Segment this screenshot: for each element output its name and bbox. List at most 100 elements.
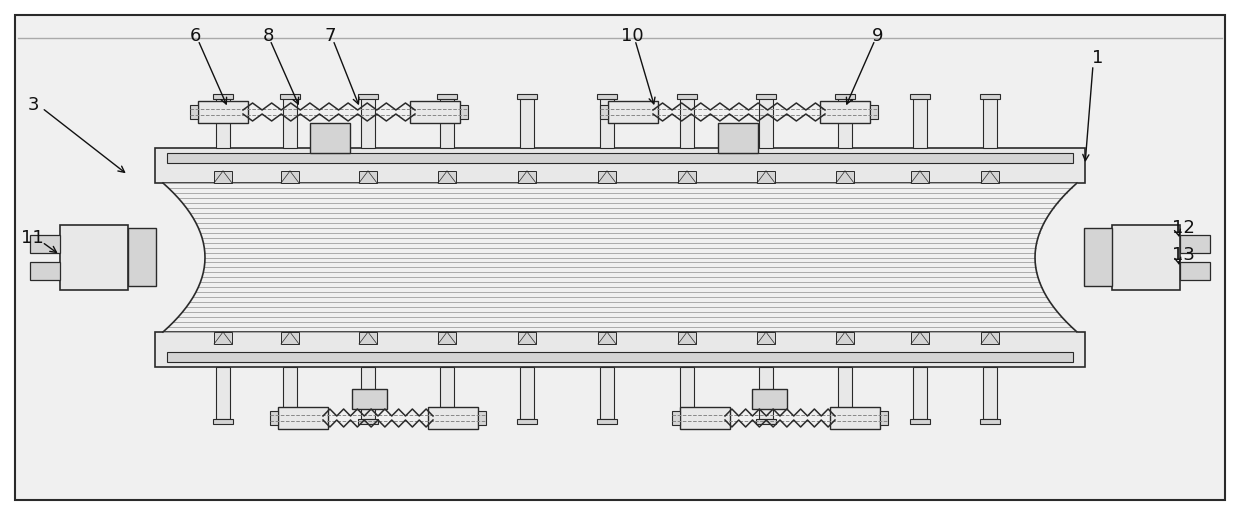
Bar — [216, 367, 229, 419]
Bar — [283, 96, 298, 148]
Bar — [598, 171, 616, 183]
Bar — [838, 96, 852, 148]
Bar — [672, 411, 680, 425]
Bar — [680, 407, 730, 429]
Bar — [198, 101, 248, 123]
Bar — [718, 123, 758, 153]
Bar — [352, 389, 387, 409]
Bar — [310, 123, 350, 153]
Bar — [981, 171, 999, 183]
Bar — [280, 419, 300, 424]
Bar — [598, 332, 616, 344]
Bar — [910, 94, 930, 99]
Bar — [360, 332, 377, 344]
Bar — [911, 332, 929, 344]
Text: 1: 1 — [1092, 49, 1104, 67]
Bar — [678, 171, 696, 183]
Bar — [155, 148, 1085, 183]
Bar — [518, 171, 536, 183]
Bar — [281, 332, 299, 344]
Bar — [756, 332, 775, 344]
Bar — [1180, 235, 1210, 253]
Bar — [517, 94, 537, 99]
Bar — [280, 94, 300, 99]
Bar — [835, 419, 856, 424]
Bar — [213, 419, 233, 424]
Bar — [980, 94, 999, 99]
Bar — [756, 171, 775, 183]
Bar — [30, 235, 60, 253]
Bar — [1112, 225, 1180, 290]
Bar — [155, 332, 1085, 367]
Bar — [678, 332, 696, 344]
Bar — [911, 171, 929, 183]
Bar — [913, 367, 928, 419]
Bar — [517, 419, 537, 424]
Bar — [836, 332, 854, 344]
Bar — [677, 419, 697, 424]
Bar — [520, 96, 534, 148]
Bar — [438, 332, 456, 344]
Bar — [756, 94, 776, 99]
Bar — [213, 94, 233, 99]
Bar — [981, 332, 999, 344]
Bar — [440, 96, 454, 148]
Bar — [680, 96, 694, 148]
Bar — [751, 389, 787, 409]
Text: 11: 11 — [21, 229, 43, 247]
Bar — [830, 407, 880, 429]
Bar — [759, 367, 773, 419]
Bar — [596, 94, 618, 99]
Bar — [167, 352, 1073, 362]
Bar — [361, 367, 374, 419]
Bar — [1084, 228, 1112, 286]
Bar — [596, 419, 618, 424]
Bar — [680, 367, 694, 419]
Bar — [1180, 262, 1210, 280]
Bar — [460, 105, 467, 119]
Bar — [438, 171, 456, 183]
Bar — [983, 367, 997, 419]
Bar — [983, 96, 997, 148]
Bar — [600, 105, 608, 119]
Bar — [520, 367, 534, 419]
Text: 7: 7 — [324, 27, 336, 45]
Text: 3: 3 — [27, 96, 38, 114]
Bar — [60, 225, 128, 290]
Bar — [436, 419, 458, 424]
Bar — [820, 101, 870, 123]
Bar — [835, 94, 856, 99]
Text: 12: 12 — [1172, 219, 1194, 237]
Bar — [216, 96, 229, 148]
Bar — [270, 411, 278, 425]
Bar — [358, 94, 378, 99]
Bar — [215, 171, 232, 183]
Bar — [677, 94, 697, 99]
Bar — [283, 367, 298, 419]
Bar — [608, 101, 658, 123]
Bar — [477, 411, 486, 425]
Bar — [910, 419, 930, 424]
Bar — [836, 171, 854, 183]
Text: 10: 10 — [621, 27, 644, 45]
Bar — [759, 96, 773, 148]
Bar — [913, 96, 928, 148]
Bar — [600, 367, 614, 419]
Bar — [838, 367, 852, 419]
Bar — [361, 96, 374, 148]
Bar — [278, 407, 329, 429]
Bar — [360, 171, 377, 183]
Bar — [281, 171, 299, 183]
Bar — [756, 419, 776, 424]
Bar — [190, 105, 198, 119]
Bar — [440, 367, 454, 419]
Bar — [30, 262, 60, 280]
Bar — [410, 101, 460, 123]
Bar — [128, 228, 156, 286]
Text: 8: 8 — [263, 27, 274, 45]
Bar — [215, 332, 232, 344]
Bar — [167, 153, 1073, 163]
Bar — [880, 411, 888, 425]
Bar — [428, 407, 477, 429]
Bar — [600, 96, 614, 148]
